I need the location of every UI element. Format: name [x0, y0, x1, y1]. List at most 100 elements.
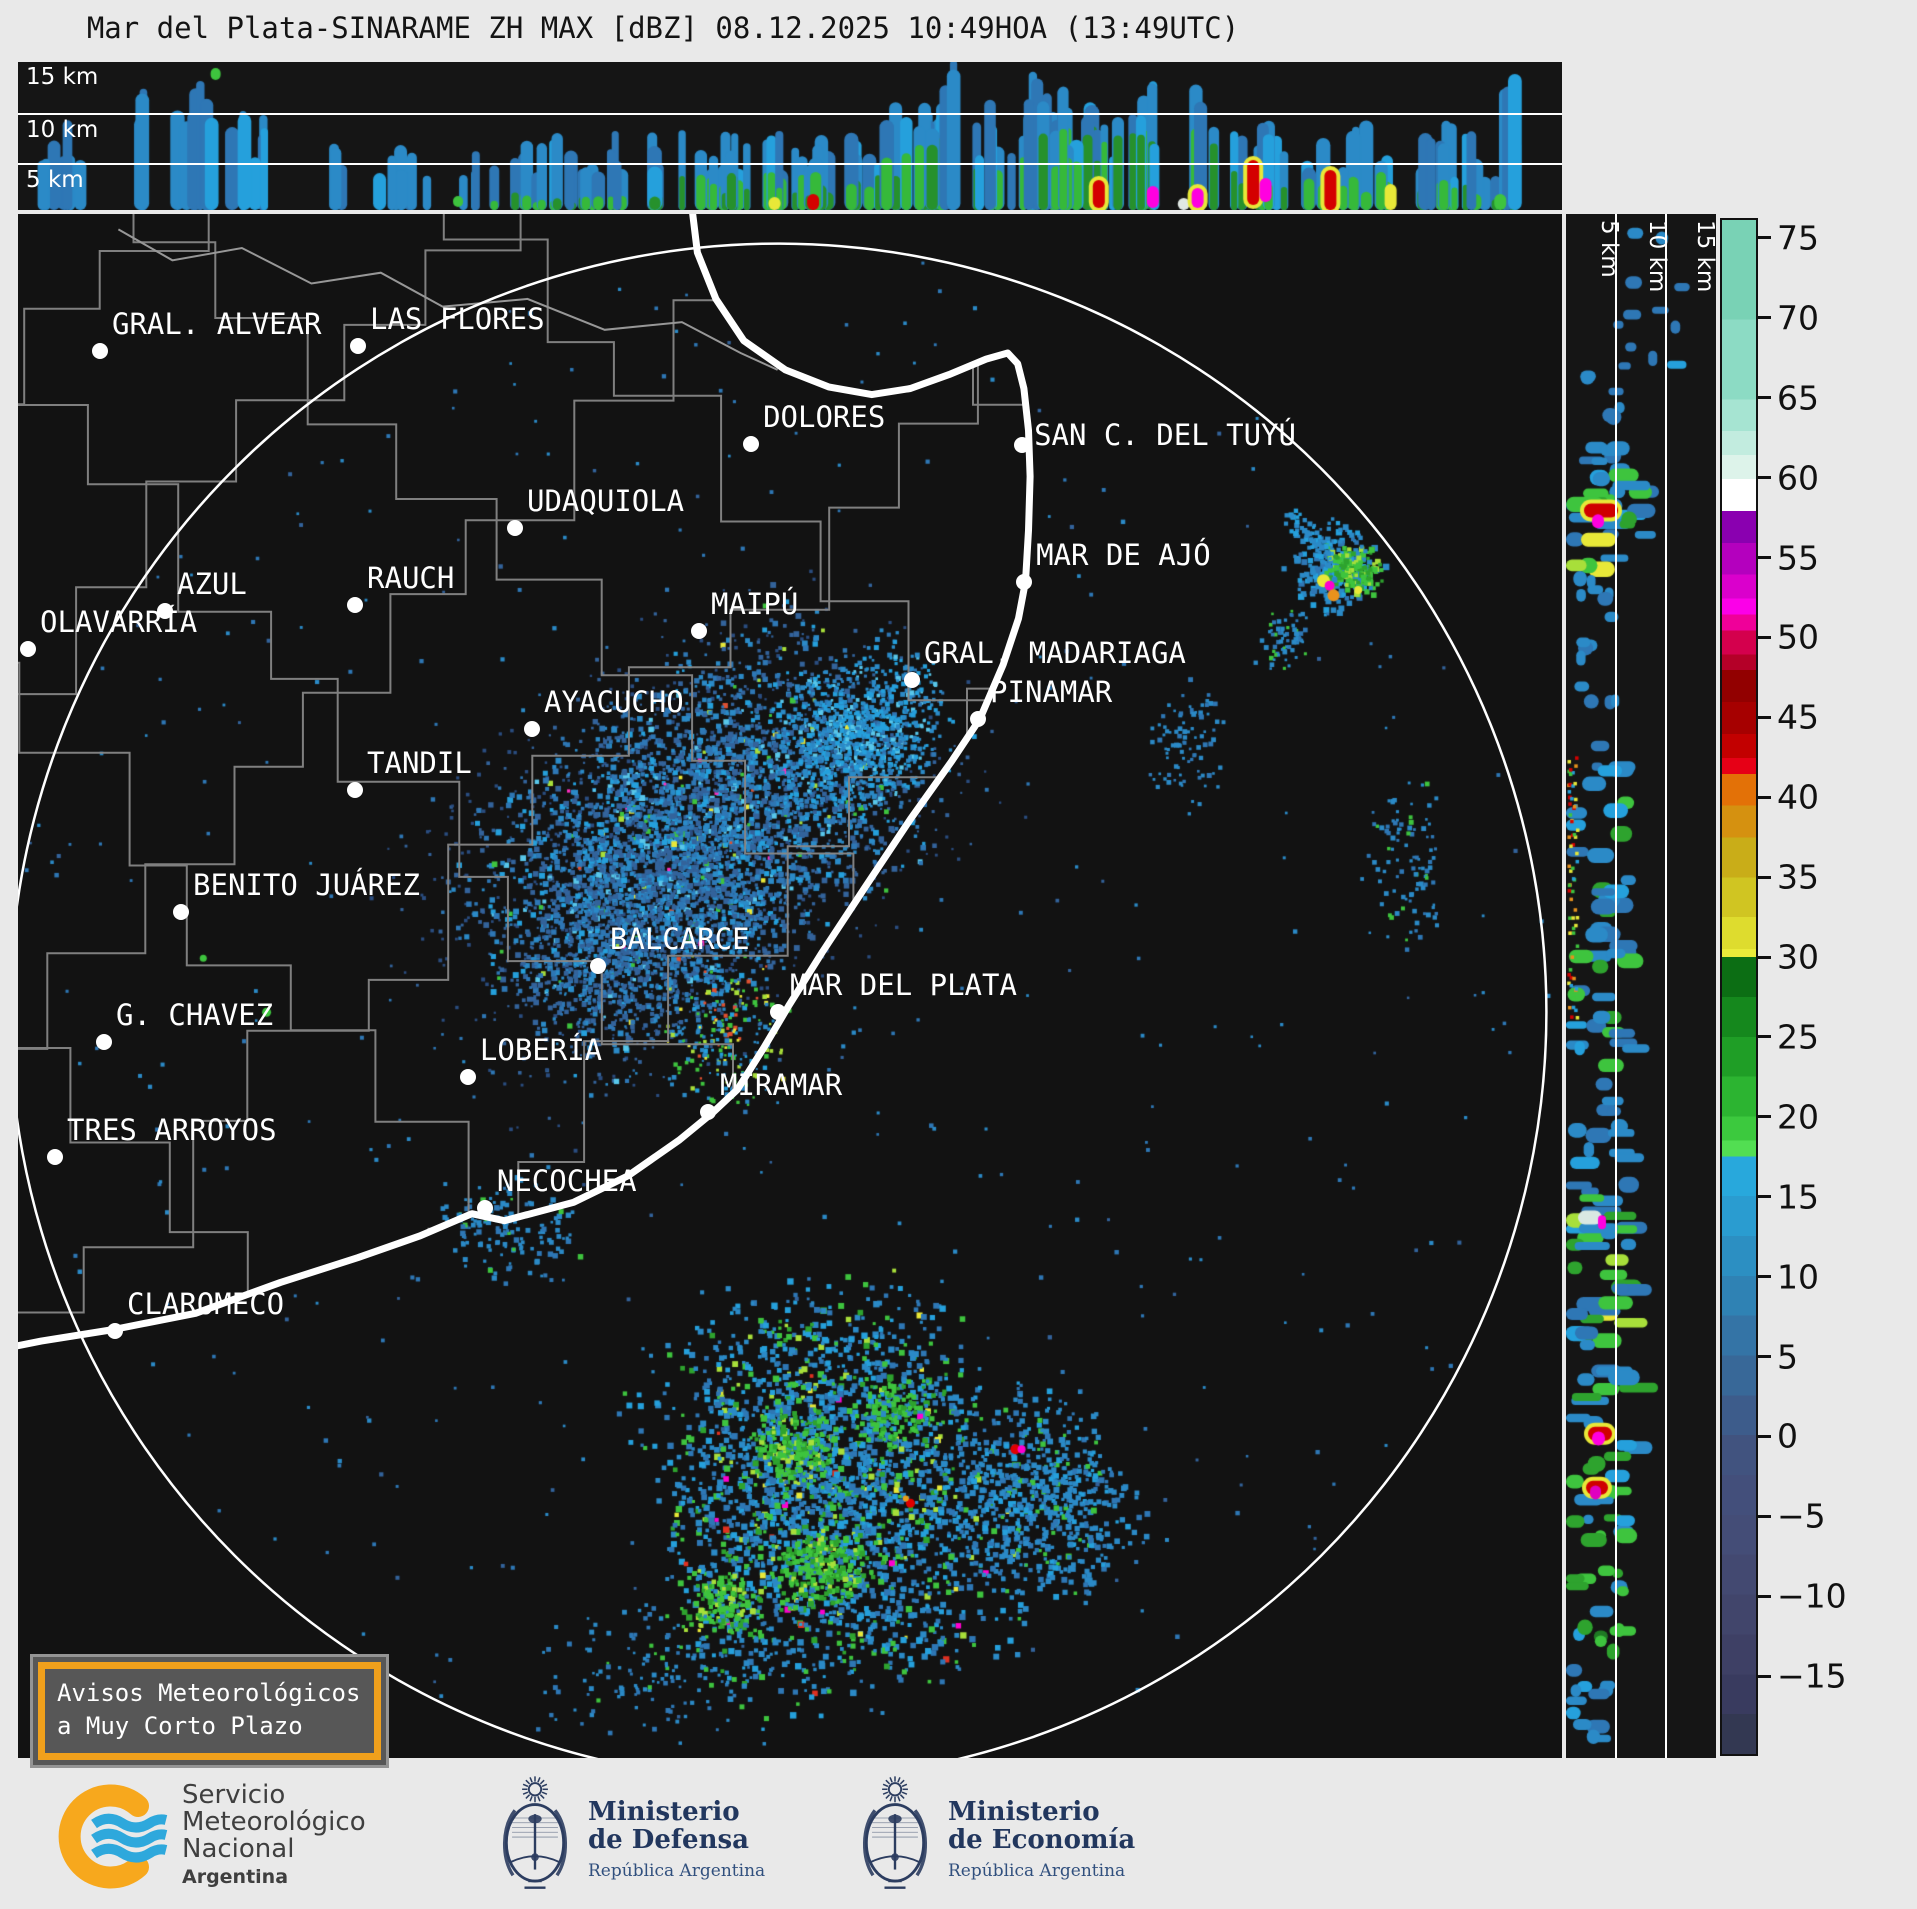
- colorbar-tick-label: 30: [1777, 937, 1819, 977]
- city-label: MAIPÚ: [711, 587, 799, 622]
- smn-line-1: Servicio: [182, 1780, 286, 1810]
- colorbar-tick: [1758, 476, 1771, 480]
- city-label: BALCARCE: [609, 921, 750, 956]
- smn-line-3: Nacional: [182, 1834, 295, 1864]
- economia-line-3: República Argentina: [948, 1861, 1126, 1881]
- city-dot: [691, 623, 708, 640]
- right-cross-section-panel: 5 km 10 km 15 km: [1566, 214, 1718, 1758]
- right-cross-section-echo: [1566, 214, 1716, 1758]
- colorbar-tick: [1758, 795, 1771, 799]
- city-dot: [700, 1103, 716, 1120]
- top-10km-line: [18, 113, 1562, 115]
- city-label: NECOCHEA: [496, 1164, 637, 1199]
- city-label: DOLORES: [763, 400, 886, 435]
- radar-range-circle: [18, 242, 1548, 1758]
- colorbar-tick: [1758, 1275, 1771, 1279]
- smn-wordmark: Servicio Meteorológico Nacional Argentin…: [182, 1780, 366, 1889]
- economia-wordmark: Ministerio de Economía República Argenti…: [948, 1798, 1135, 1881]
- colorbar-tick-label: 10: [1777, 1257, 1819, 1297]
- city-dot: [1014, 436, 1031, 453]
- city-label: MIRAMAR: [720, 1067, 843, 1102]
- city-label: SAN C. DEL TUYÚ: [1034, 417, 1296, 452]
- colorbar-tick-label: 55: [1777, 538, 1819, 578]
- smn-logo-icon: [58, 1784, 168, 1889]
- city-dot: [156, 602, 173, 619]
- colorbar-tick-label: 75: [1777, 218, 1819, 258]
- city-label: LOBERÍA: [479, 1032, 603, 1067]
- city-label: AYACUCHO: [543, 685, 684, 720]
- colorbar-tick-label: 50: [1777, 617, 1819, 657]
- defensa-crest: [492, 1774, 578, 1907]
- city-dot: [903, 671, 920, 688]
- city-label: CLAROMECO: [126, 1286, 285, 1321]
- smn-logo: [46, 1776, 174, 1902]
- colorbar-tick: [1758, 1355, 1771, 1359]
- city-dot: [91, 342, 108, 359]
- colorbar-tick: [1758, 715, 1771, 719]
- right-15km-label: 15 km: [1692, 220, 1718, 293]
- colorbar-tick: [1758, 316, 1771, 320]
- city-dot: [96, 1034, 112, 1051]
- city-label: GRAL. MADARIAGA: [923, 635, 1186, 670]
- colorbar-tick-label: 0: [1777, 1416, 1798, 1456]
- colorbar-tick: [1758, 1514, 1771, 1518]
- map-panel: GRAL. ALVEAR LAS FLORES DOLORES SAN C. DEL …: [18, 214, 1562, 1758]
- colorbar-tick-label: 45: [1777, 697, 1819, 737]
- colorbar-tick: [1758, 1674, 1771, 1678]
- city-dot: [47, 1149, 64, 1166]
- city-dot: [173, 904, 190, 921]
- city-label: MAR DE AJÓ: [1036, 537, 1211, 572]
- colorbar-tick: [1758, 1434, 1771, 1438]
- top-5km-label: 5 km: [26, 167, 84, 193]
- colorbar-tick-label: 70: [1777, 298, 1819, 338]
- notice-line-2: a Muy Corto Plazo: [57, 1712, 303, 1740]
- colorbar-tick: [1758, 1195, 1771, 1199]
- city-dot: [347, 782, 364, 799]
- coastline: [18, 214, 1034, 1350]
- colorbar-tick-label: 5: [1777, 1337, 1798, 1377]
- colorbar-tick: [1758, 396, 1771, 400]
- colorbar-tick-label: 40: [1777, 777, 1819, 817]
- colorbar-tick-label: −15: [1777, 1656, 1847, 1696]
- city-dot: [970, 711, 987, 728]
- defensa-wordmark: Ministerio de Defensa República Argentin…: [588, 1798, 765, 1881]
- colorbar-tick-label: 35: [1777, 857, 1819, 897]
- colorbar-tick: [1758, 1035, 1771, 1039]
- city-label: LAS FLORES: [369, 302, 545, 336]
- right-5km-label: 5 km: [1596, 220, 1622, 278]
- city-label: PINAMAR: [990, 675, 1113, 710]
- colorbar-tick-label: 65: [1777, 378, 1819, 418]
- city-dot: [589, 957, 606, 974]
- top-cross-section-panel: 15 km 10 km 5 km: [18, 62, 1562, 210]
- defensa-line-2: de Defensa: [588, 1825, 749, 1855]
- colorbar-tick: [1758, 955, 1771, 959]
- city-dot: [1016, 573, 1033, 590]
- map-lines-layer: [18, 214, 1548, 1758]
- city-label: TRES ARROYOS: [67, 1113, 277, 1148]
- economia-crest: [852, 1774, 938, 1907]
- city-dot: [20, 640, 37, 657]
- city-label: GRAL. ALVEAR: [111, 306, 322, 341]
- top-cross-section-echo: [18, 62, 1562, 210]
- city-dot: [507, 520, 523, 537]
- colorbar-tick: [1758, 635, 1771, 639]
- city-dot: [523, 721, 540, 738]
- top-10km-label: 10 km: [26, 117, 99, 143]
- smn-line-4: Argentina: [182, 1866, 289, 1888]
- city-dot: [347, 596, 364, 613]
- colorbar-tick-label: 25: [1777, 1017, 1819, 1057]
- city-label: BENITO JUÁREZ: [193, 868, 421, 903]
- radar-echo-layer: [18, 214, 1562, 1758]
- notice-box[interactable]: Avisos Meteorológicos a Muy Corto Plazo: [30, 1654, 390, 1768]
- defensa-line-3: República Argentina: [588, 1861, 766, 1881]
- colorbar-tick: [1758, 1594, 1771, 1598]
- colorbar-tick: [1758, 236, 1771, 240]
- city-label: UDAQUIOLA: [527, 484, 685, 519]
- city-label: G. CHAVEZ: [116, 998, 274, 1033]
- river-line: [117, 228, 779, 371]
- city-label: MAR DEL PLATA: [789, 968, 1017, 1003]
- colorbar-tick: [1758, 1115, 1771, 1119]
- city-label: TANDIL: [367, 746, 472, 781]
- colorbar-tick-label: 20: [1777, 1097, 1819, 1137]
